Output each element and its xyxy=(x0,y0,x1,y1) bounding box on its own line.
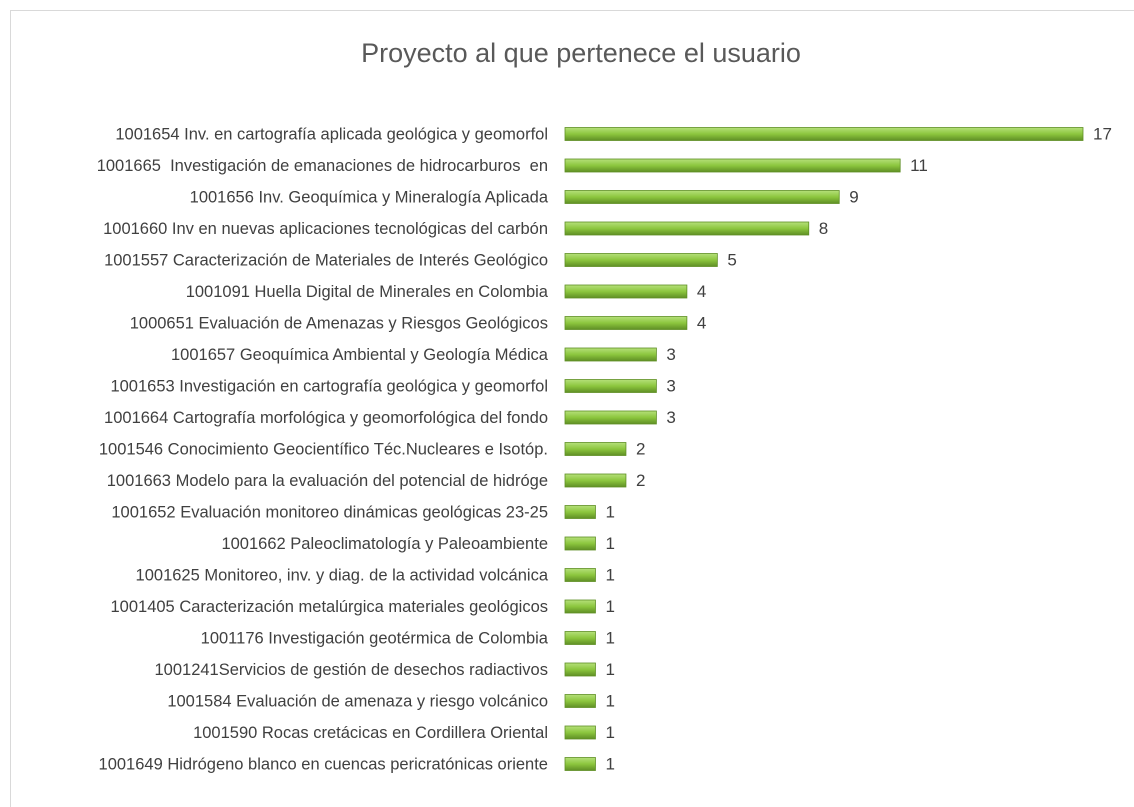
category-label: 1001625 Monitoreo, inv. y diag. de la ac… xyxy=(136,566,549,584)
category-label: 1000651 Evaluación de Amenazas y Riesgos… xyxy=(130,314,548,332)
category-label: 1001657 Geoquímica Ambiental y Geología … xyxy=(171,346,549,364)
data-label: 2 xyxy=(636,439,645,458)
chart-title: Proyecto al que pertenece el usuario xyxy=(361,38,801,68)
bar xyxy=(564,127,1084,141)
bar xyxy=(564,221,810,236)
data-label: 8 xyxy=(819,219,828,238)
data-label: 1 xyxy=(605,723,614,742)
data-label: 2 xyxy=(636,471,645,490)
data-label: 1 xyxy=(605,660,614,679)
category-label: 1001176 Investigación geotérmica de Colo… xyxy=(201,629,549,647)
bar xyxy=(564,379,657,393)
data-label: 1 xyxy=(605,597,614,616)
category-label: 1001241Servicios de gestión de desechos … xyxy=(154,661,548,679)
bar xyxy=(564,410,657,425)
bar xyxy=(564,473,627,488)
category-label: 1001649 Hidrógeno blanco en cuencas peri… xyxy=(99,755,548,773)
bar xyxy=(564,631,596,645)
category-label: 1001584 Evaluación de amenaza y riesgo v… xyxy=(167,692,548,710)
category-label: 1001663 Modelo para la evaluación del po… xyxy=(107,472,548,490)
bar xyxy=(564,757,596,771)
category-label: 1001557 Caracterización de Materiales de… xyxy=(104,251,548,269)
category-label: 1001664 Cartografía morfológica y geomor… xyxy=(104,409,548,427)
data-label: 5 xyxy=(727,250,736,269)
data-label: 3 xyxy=(666,408,675,427)
data-label: 1 xyxy=(605,565,614,584)
bar xyxy=(564,536,596,551)
bar xyxy=(564,568,596,582)
bar xyxy=(564,347,657,362)
category-label: 1001091 Huella Digital de Minerales en C… xyxy=(186,283,549,301)
data-label: 4 xyxy=(697,282,706,301)
bar xyxy=(564,694,596,708)
bar xyxy=(564,316,688,330)
bar xyxy=(564,725,596,740)
data-label: 11 xyxy=(910,156,928,175)
bar xyxy=(564,253,718,267)
category-label: 1001660 Inv en nuevas aplicaciones tecno… xyxy=(103,220,548,238)
category-label: 1001405 Caracterización metalúrgica mate… xyxy=(111,598,549,616)
data-label: 1 xyxy=(605,754,614,773)
category-label: 1001654 Inv. en cartografía aplicada geo… xyxy=(115,125,548,143)
data-label: 1 xyxy=(605,534,614,553)
bar xyxy=(564,158,901,173)
category-label: 1001546 Conocimiento Geocientífico Téc.N… xyxy=(99,440,548,458)
data-label: 3 xyxy=(666,345,675,364)
bar xyxy=(564,284,688,299)
data-label: 1 xyxy=(605,691,614,710)
bar xyxy=(564,505,596,519)
bar xyxy=(564,190,840,204)
category-label: 1001652 Evaluación monitoreo dinámicas g… xyxy=(111,503,548,521)
category-label: 1001662 Paleoclimatología y Paleoambient… xyxy=(221,535,548,553)
category-label: 1001656 Inv. Geoquímica y Mineralogía Ap… xyxy=(190,188,549,206)
data-label: 1 xyxy=(605,628,614,647)
data-label: 3 xyxy=(666,376,675,395)
bar xyxy=(564,442,627,456)
data-label: 1 xyxy=(605,502,614,521)
data-label: 17 xyxy=(1093,124,1112,143)
category-label: 1001653 Investigación en cartografía geo… xyxy=(110,377,548,395)
category-label: 1001665 Investigación de emanaciones de … xyxy=(97,157,548,175)
category-label: 1001590 Rocas cretácicas en Cordillera O… xyxy=(193,724,548,742)
bar xyxy=(564,662,596,677)
data-label: 9 xyxy=(849,187,858,206)
chart-frame xyxy=(10,10,1134,807)
bar xyxy=(564,599,596,614)
data-label: 4 xyxy=(697,313,706,332)
